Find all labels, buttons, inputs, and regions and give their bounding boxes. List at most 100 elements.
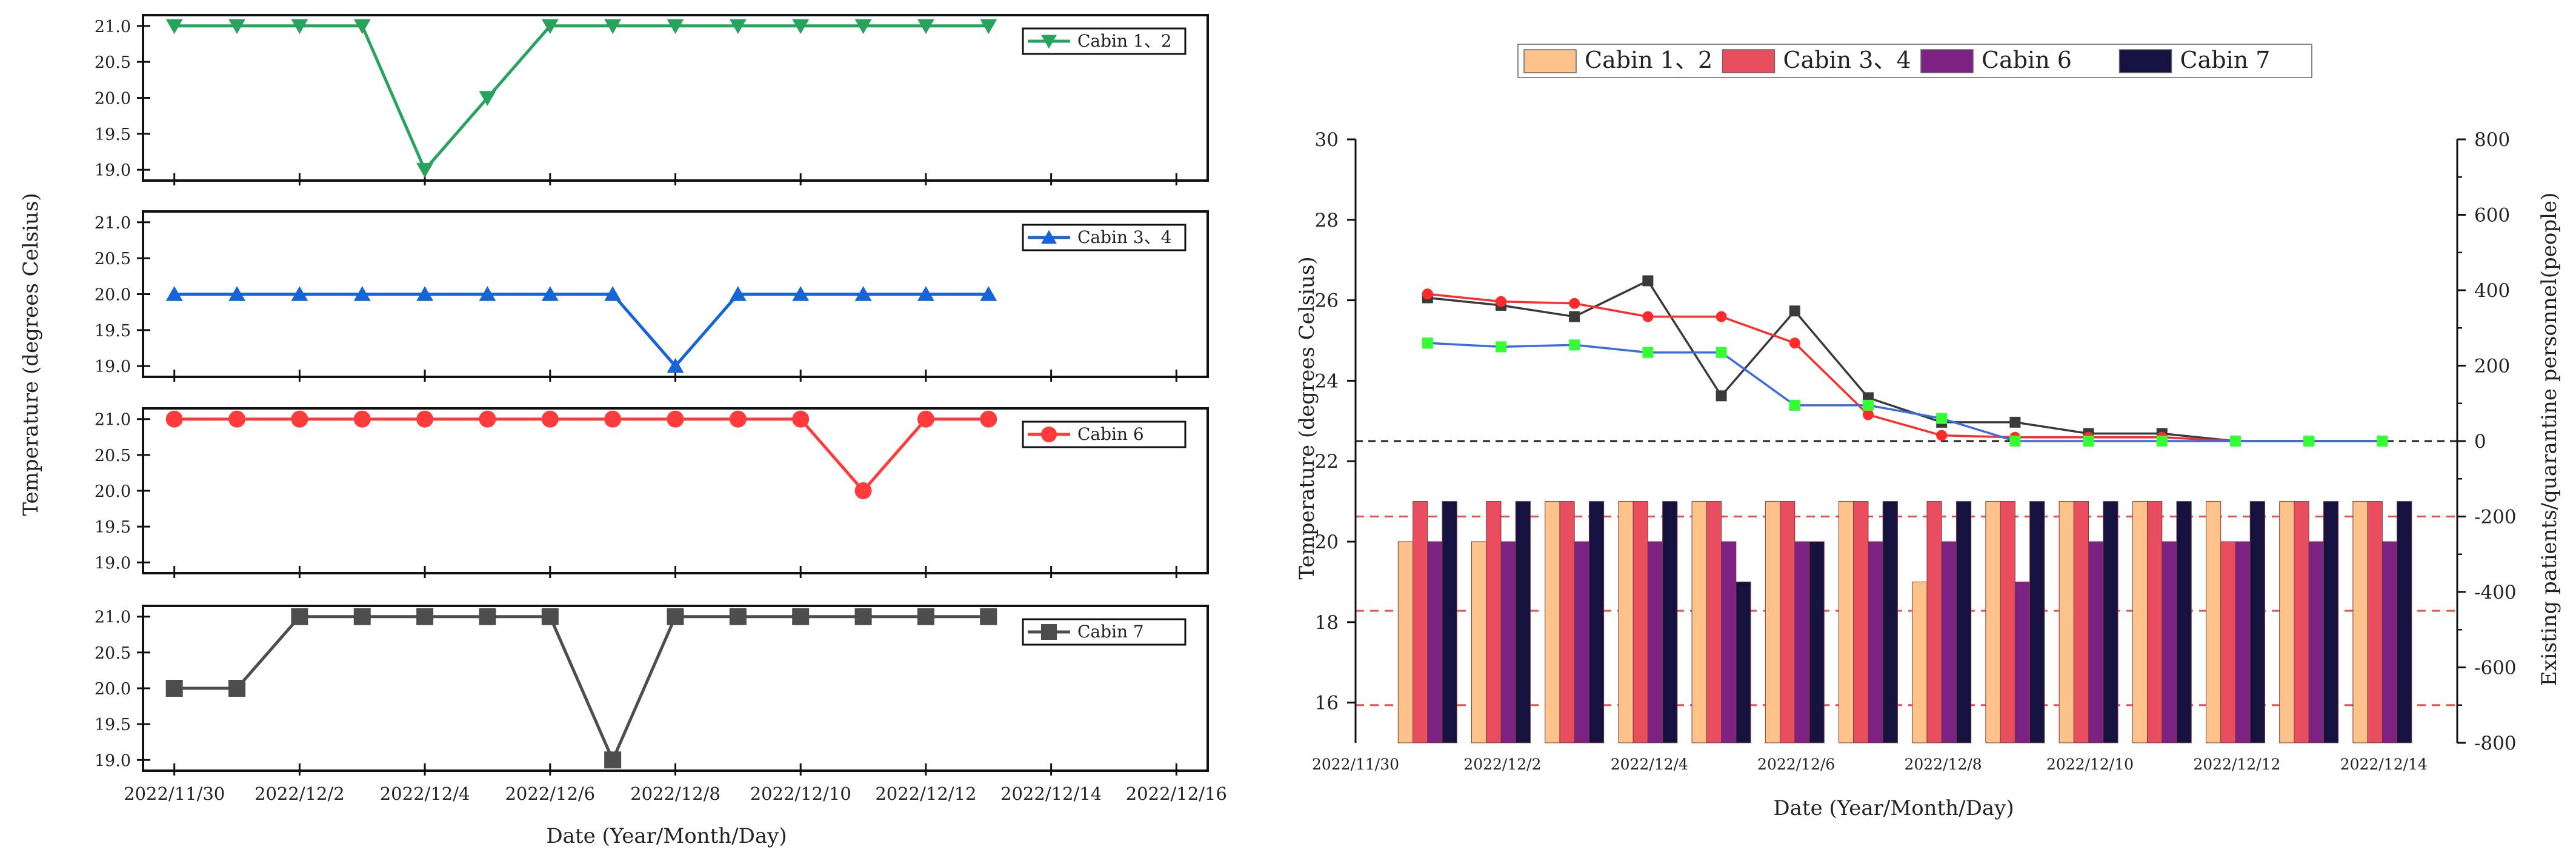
x-tick-label: 2022/12/8 bbox=[630, 783, 721, 804]
y-tick-label: 20.5 bbox=[95, 447, 131, 465]
y-tick-label: 19.0 bbox=[95, 357, 131, 376]
line-panel: 19.0 19.5 20.0 20.5 21.0 Cabin 3、4 bbox=[95, 210, 1209, 382]
y-tick-label: 20.5 bbox=[95, 644, 131, 663]
bar bbox=[1545, 501, 1560, 743]
data-point bbox=[729, 19, 747, 35]
right-tick-label: 600 bbox=[2474, 205, 2510, 227]
data-point bbox=[917, 608, 934, 625]
legend-label: Cabin 3、4 bbox=[1783, 47, 1911, 73]
bar bbox=[1427, 541, 1443, 743]
data-point bbox=[228, 410, 246, 428]
bar bbox=[1632, 501, 1648, 743]
data-point bbox=[416, 608, 434, 625]
bar bbox=[2029, 501, 2045, 743]
bar bbox=[1413, 501, 1428, 743]
bar bbox=[1941, 541, 1957, 743]
data-point bbox=[416, 410, 434, 428]
bar bbox=[2205, 501, 2222, 743]
data-point bbox=[165, 286, 183, 301]
data-point bbox=[1642, 275, 1654, 287]
bar bbox=[1662, 501, 1678, 743]
data-point bbox=[980, 286, 997, 301]
data-point bbox=[541, 608, 559, 625]
data-point bbox=[541, 19, 559, 35]
bar bbox=[1765, 501, 1781, 743]
legend-frame bbox=[1517, 44, 2312, 78]
data-point bbox=[1789, 399, 1800, 411]
data-point bbox=[1716, 347, 1727, 358]
data-point bbox=[604, 751, 622, 769]
y-tick-label: 20.5 bbox=[95, 250, 131, 268]
bar bbox=[2381, 541, 2398, 743]
bar bbox=[1588, 501, 1605, 743]
bar bbox=[1955, 501, 1972, 743]
right-tick-label: -800 bbox=[2474, 733, 2517, 754]
series-line bbox=[1427, 342, 2383, 442]
legend-label: Cabin 7 bbox=[1077, 622, 1144, 642]
data-point bbox=[854, 286, 872, 301]
left-tick-label: 20 bbox=[1315, 531, 1339, 553]
data-point bbox=[917, 19, 934, 35]
left-stacked-line-chart: 19.0 19.5 20.0 20.5 21.0 Cabin 1、2 19.0 19.5 20.… bbox=[95, 14, 1227, 804]
left-tick-label: 22 bbox=[1315, 451, 1339, 473]
right-tick-label: -600 bbox=[2474, 657, 2517, 679]
legend-swatch bbox=[1722, 49, 1776, 73]
data-point bbox=[917, 410, 934, 428]
legend-label: Cabin 3、4 bbox=[1077, 227, 1172, 247]
legend-label: Cabin 7 bbox=[2180, 47, 2271, 73]
bar bbox=[2176, 501, 2192, 743]
legend: Cabin 1、2 Cabin 3、4 Cabin 6 Cabin 7 bbox=[1517, 44, 2312, 78]
bar bbox=[1618, 501, 1634, 743]
bar bbox=[2058, 501, 2074, 743]
bar bbox=[2073, 501, 2089, 743]
legend-swatch-marker bbox=[1041, 35, 1057, 49]
line-panel: 19.0 19.5 20.0 20.5 21.0 Cabin 7 bbox=[95, 605, 1209, 776]
data-point bbox=[2156, 436, 2168, 447]
data-point bbox=[729, 608, 747, 625]
data-point bbox=[667, 357, 684, 373]
x-tick-label: 2022/12/2 bbox=[1463, 756, 1541, 773]
left-tick-label: 28 bbox=[1315, 210, 1339, 231]
bar bbox=[2014, 581, 2031, 743]
data-point bbox=[2377, 436, 2388, 447]
data-point bbox=[729, 410, 747, 428]
y-tick-label: 21.0 bbox=[95, 214, 131, 233]
y-tick-label: 19.5 bbox=[95, 518, 131, 537]
data-point bbox=[854, 482, 872, 499]
left-tick-label: 24 bbox=[1315, 370, 1339, 392]
data-point bbox=[854, 608, 872, 625]
y-tick-label: 20.0 bbox=[95, 90, 131, 108]
bar bbox=[2352, 501, 2368, 743]
y-tick-label: 20.0 bbox=[95, 680, 131, 699]
data-point bbox=[667, 410, 684, 428]
legend-swatch-marker bbox=[1041, 427, 1057, 442]
y-tick-label: 19.5 bbox=[95, 125, 131, 144]
right-tick-label: -200 bbox=[2474, 507, 2517, 528]
bar bbox=[1721, 541, 1737, 743]
data-point bbox=[353, 286, 371, 301]
bar bbox=[1515, 501, 1531, 743]
bar bbox=[2323, 501, 2339, 743]
data-point bbox=[604, 286, 622, 301]
y-tick-label: 19.0 bbox=[95, 751, 131, 770]
bar bbox=[2308, 541, 2324, 743]
data-point bbox=[1569, 339, 1580, 351]
data-point bbox=[667, 19, 684, 35]
data-point bbox=[917, 286, 934, 301]
bar bbox=[2279, 501, 2295, 743]
series-line bbox=[174, 417, 989, 493]
bar bbox=[2132, 501, 2148, 743]
bar bbox=[2397, 501, 2412, 743]
bar bbox=[2162, 541, 2177, 743]
bar bbox=[2147, 501, 2163, 743]
right-tick-label: 0 bbox=[2474, 431, 2486, 453]
data-point bbox=[2083, 436, 2094, 447]
bar bbox=[1794, 541, 1810, 743]
data-point bbox=[291, 286, 308, 301]
data-point bbox=[165, 680, 183, 697]
y-tick-label: 21.0 bbox=[95, 608, 131, 627]
data-point bbox=[479, 410, 496, 428]
left-y-axis-title: Temperature (degrees Celsius) bbox=[19, 193, 43, 516]
data-point bbox=[416, 162, 434, 178]
